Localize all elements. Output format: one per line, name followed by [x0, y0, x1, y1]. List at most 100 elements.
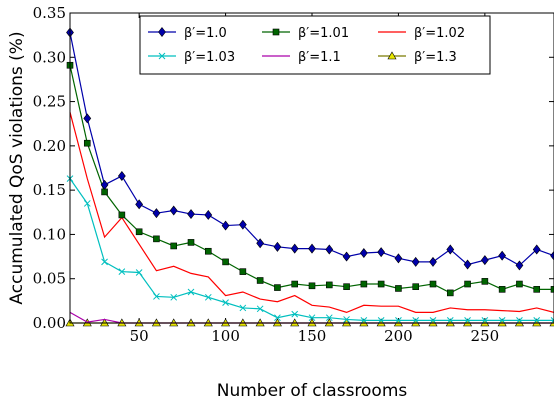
- legend-label: β′=1.3: [414, 50, 457, 65]
- data-point: [343, 283, 350, 290]
- data-point: [533, 286, 541, 293]
- data-point: [343, 316, 350, 323]
- data-point: [446, 244, 455, 255]
- plot-frame: [69, 12, 554, 324]
- data-point: [377, 280, 385, 288]
- data-point: [204, 209, 213, 220]
- data-point: [515, 260, 524, 271]
- data-point: [550, 316, 554, 324]
- series-2: [69, 112, 554, 314]
- legend-box: [139, 15, 491, 75]
- data-point: [135, 199, 144, 210]
- legend-marker: [272, 28, 280, 36]
- data-point: [395, 316, 402, 324]
- data-point: [533, 316, 541, 324]
- data-point: [532, 244, 541, 255]
- data-point: [170, 242, 178, 250]
- data-point: [274, 314, 281, 322]
- data-point: [411, 256, 420, 267]
- y-tick-label: 0.25: [33, 93, 66, 111]
- data-point: [239, 268, 247, 275]
- legend-label: β′=1.03: [184, 50, 235, 65]
- data-point: [222, 258, 229, 266]
- data-point: [429, 316, 437, 324]
- data-point: [516, 280, 523, 288]
- data-point: [135, 269, 143, 276]
- series-line: [69, 112, 554, 314]
- legend-item: β′=1.02: [378, 26, 465, 41]
- data-point: [153, 293, 160, 300]
- legend: β′=1.0 β′=1.01 β′=1.02 β′=1.03 β′=1.1 β′=1.3: [139, 15, 491, 75]
- data-point: [481, 316, 489, 324]
- y-tick-label: 0.30: [33, 48, 66, 66]
- x-tick-label: 200: [384, 327, 413, 345]
- data-point: [118, 211, 126, 219]
- data-point: [498, 286, 506, 293]
- data-point: [291, 310, 299, 318]
- legend-item: β′=1.01: [262, 26, 349, 41]
- data-point: [395, 285, 402, 292]
- legend-item: β′=1.03: [148, 50, 235, 65]
- data-point: [359, 248, 368, 259]
- x-tick-label: 50: [130, 327, 149, 345]
- data-point: [118, 268, 126, 275]
- data-point: [308, 243, 316, 254]
- data-point: [135, 228, 143, 236]
- y-tick-label: 0.35: [33, 4, 66, 22]
- data-point: [325, 314, 333, 322]
- data-point: [101, 258, 108, 266]
- data-point: [187, 239, 195, 246]
- data-point: [256, 305, 264, 313]
- data-point: [342, 251, 351, 262]
- data-point: [83, 139, 91, 147]
- data-point: [308, 314, 316, 322]
- y-tick-label: 0.15: [33, 181, 66, 199]
- series-3: [66, 175, 554, 324]
- data-point: [308, 282, 316, 290]
- legend-item: β′=1.1: [262, 50, 341, 65]
- data-point: [429, 280, 437, 288]
- data-point: [273, 241, 282, 252]
- legend-label: β′=1.1: [298, 50, 341, 65]
- data-point: [256, 238, 265, 249]
- data-point: [152, 208, 161, 219]
- data-point: [498, 316, 506, 324]
- data-point: [325, 281, 333, 289]
- data-point: [498, 250, 507, 261]
- y-tick-label: 0.20: [33, 137, 66, 155]
- x-axis-label: Number of classrooms: [217, 381, 408, 401]
- data-point: [204, 247, 212, 255]
- series-line: [69, 65, 554, 294]
- y-axis-label: Accumulated QoS violations (%): [7, 31, 27, 304]
- x-tick-label: 150: [298, 327, 327, 345]
- data-point: [429, 256, 437, 267]
- series-1: [66, 61, 554, 297]
- data-point: [117, 170, 126, 181]
- data-point: [169, 205, 178, 216]
- legend-marker: [387, 51, 397, 60]
- data-point: [187, 209, 195, 220]
- data-point: [221, 220, 230, 231]
- data-point: [550, 250, 554, 261]
- data-point: [412, 283, 420, 290]
- data-point: [412, 316, 420, 324]
- legend-label: β′=1.02: [414, 26, 465, 41]
- data-point: [360, 316, 368, 324]
- data-point: [274, 284, 281, 291]
- y-tick-label: 0.05: [33, 270, 66, 288]
- y-tick-label: 0.10: [33, 225, 66, 243]
- data-point: [83, 113, 92, 124]
- data-point: [222, 299, 229, 306]
- data-point: [238, 219, 247, 230]
- data-point: [100, 179, 109, 190]
- data-point: [325, 244, 334, 255]
- data-point: [187, 288, 195, 296]
- x-tick-label: 100: [211, 327, 240, 345]
- data-point: [516, 316, 523, 324]
- data-point: [153, 235, 160, 243]
- legend-marker: [158, 52, 166, 60]
- data-point: [481, 278, 489, 285]
- legend-label: β′=1.01: [298, 26, 349, 41]
- data-point: [291, 280, 299, 288]
